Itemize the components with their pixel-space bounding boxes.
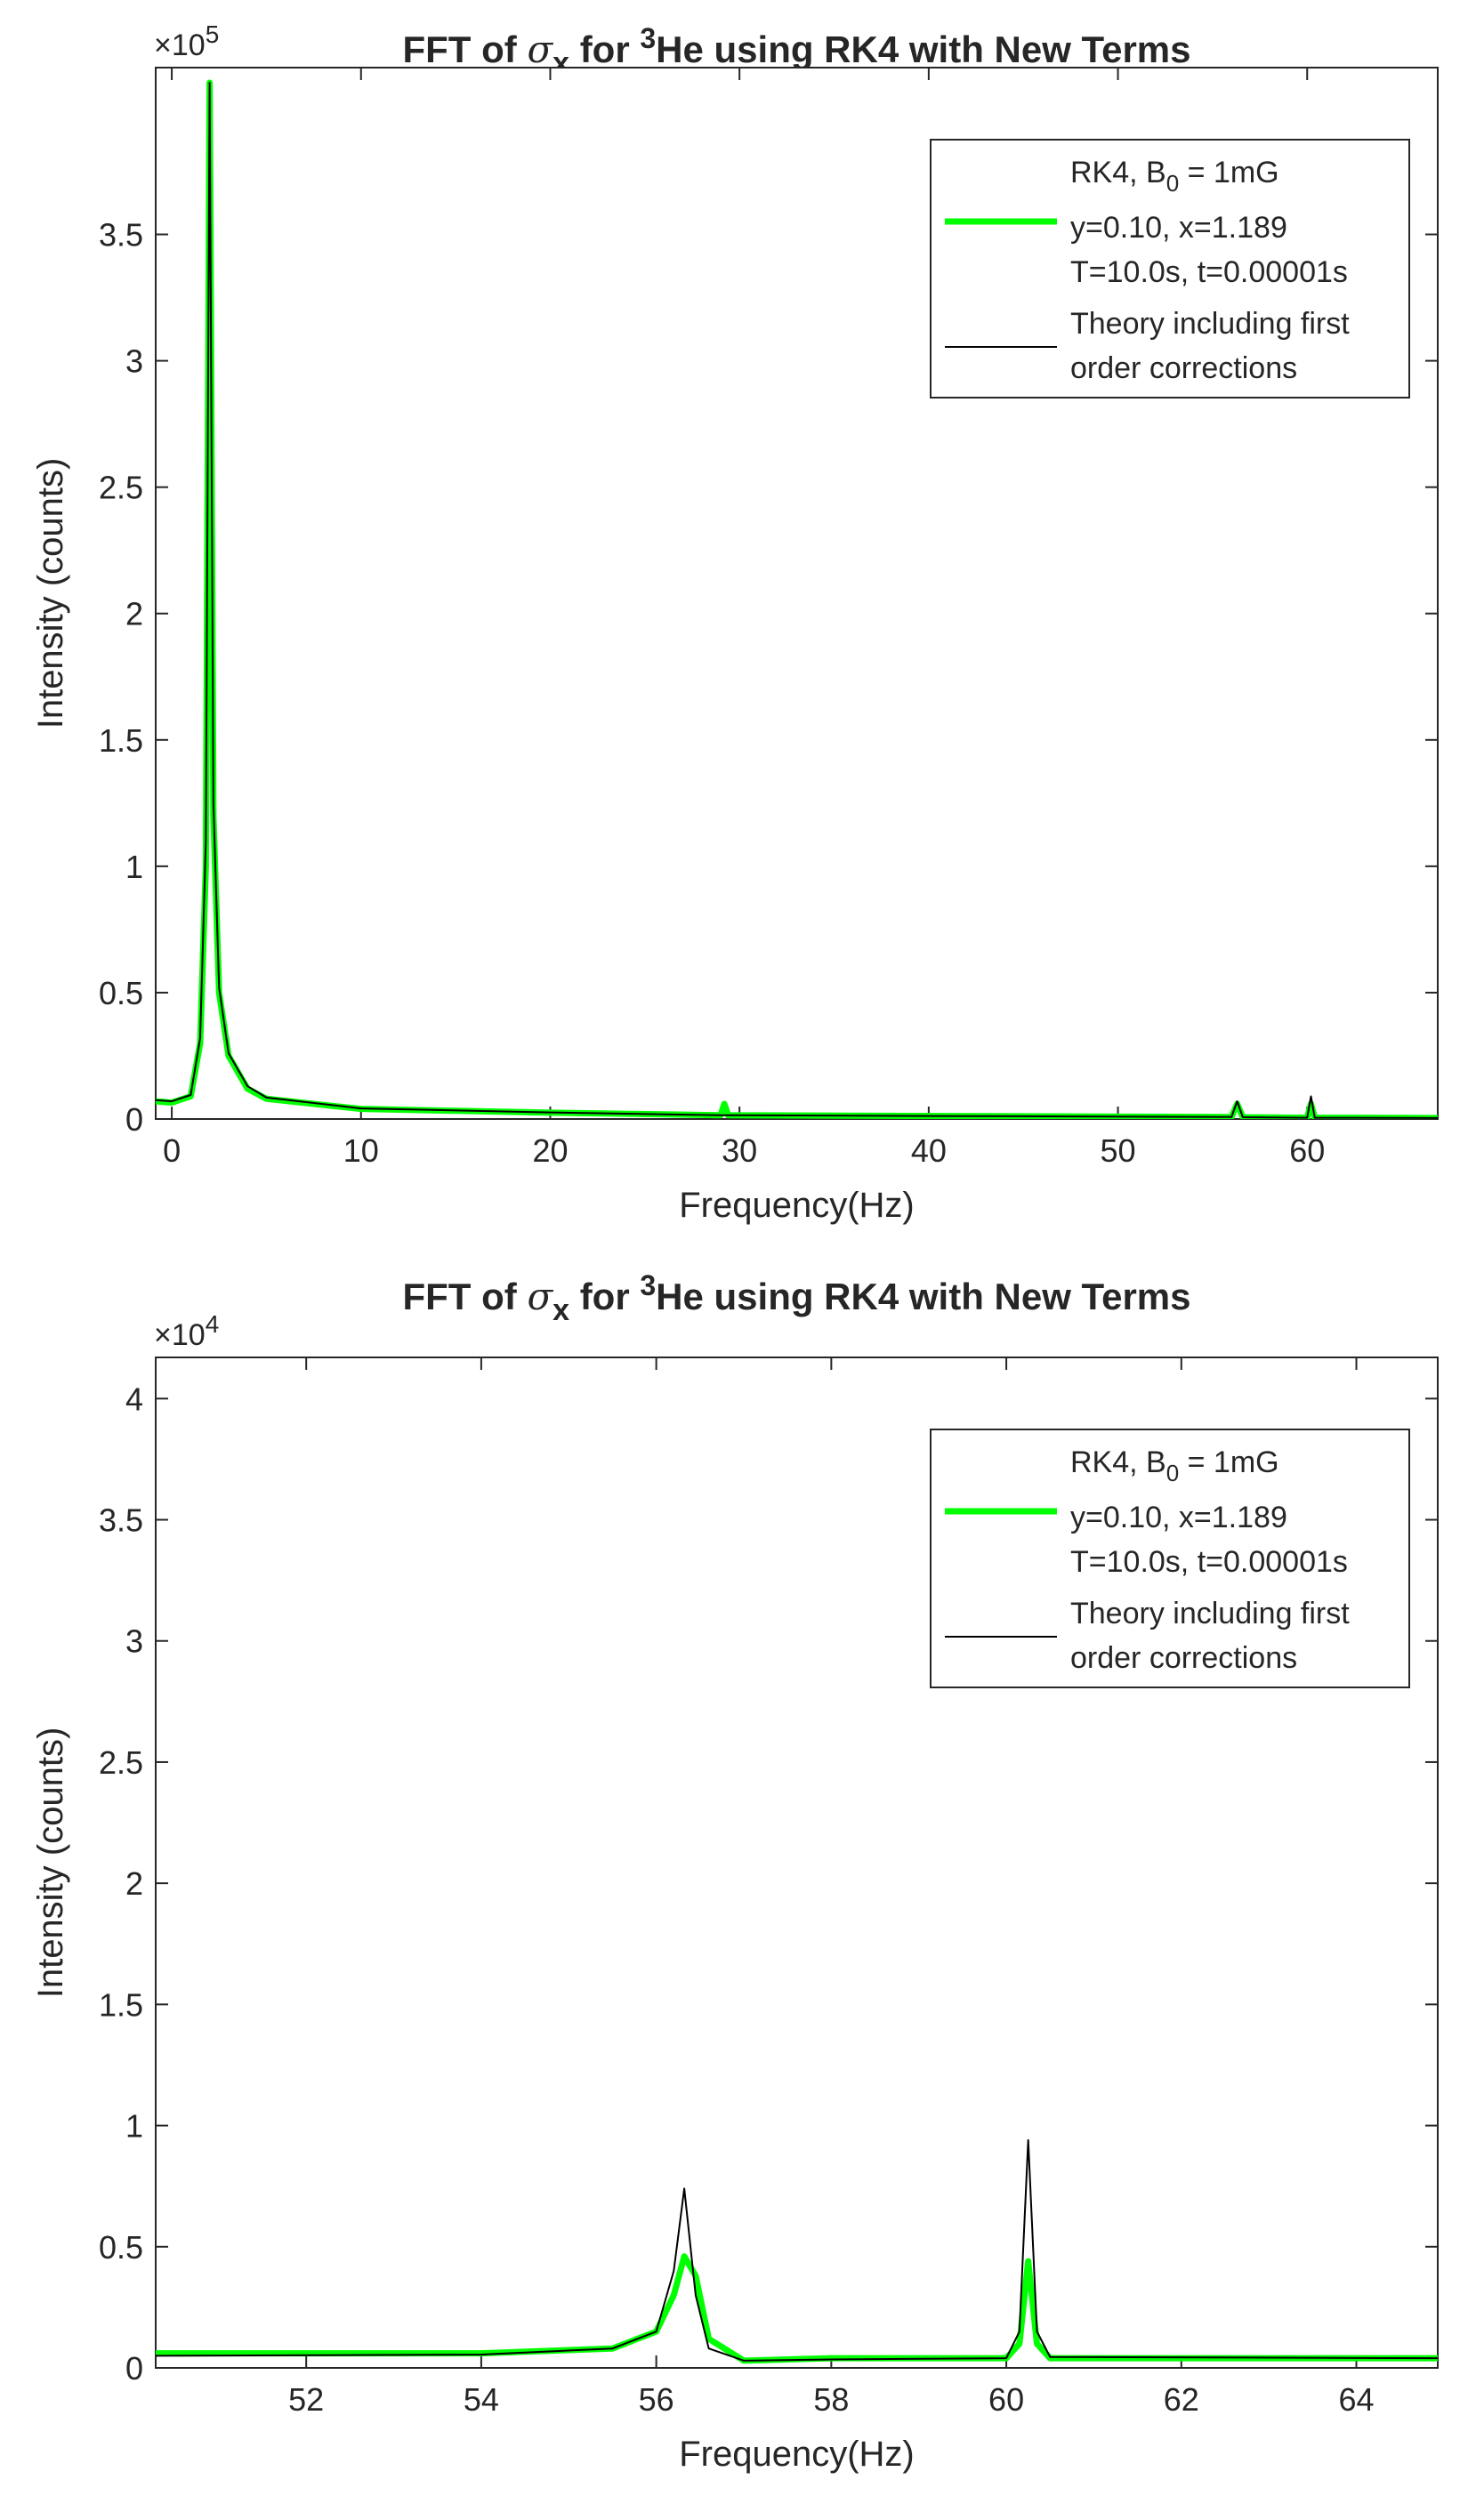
legend-label: y=0.10, x=1.189 <box>1070 1501 1287 1534</box>
y-tick-label: 3.5 <box>99 217 143 254</box>
y-tick-label: 0.5 <box>99 2229 143 2266</box>
chart: FFT of σx for 3He using RK4 with New Ter… <box>31 1269 1439 2474</box>
title-part: for <box>569 28 640 70</box>
legend-text: 0 <box>1166 170 1179 197</box>
y-axis-label: Intensity (counts) <box>31 458 70 729</box>
y-tick-label: 1 <box>125 849 143 885</box>
y-multiplier: ×104 <box>154 1310 219 1352</box>
legend-label: Theory including first <box>1070 1597 1350 1630</box>
x-tick-label: 10 <box>343 1132 379 1169</box>
y-tick-label: 4 <box>125 1381 143 1417</box>
legend-text: 0 <box>1166 1460 1179 1486</box>
y-tick-label: 0 <box>125 1101 143 1138</box>
y-tick-label: 0.5 <box>99 975 143 1011</box>
x-tick-label: 30 <box>722 1132 757 1169</box>
chart-title: FFT of σx for 3He using RK4 with New Ter… <box>402 1269 1190 1327</box>
title-part: x <box>553 1293 569 1327</box>
legend-label: RK4, B0 = 1mG <box>1070 156 1279 197</box>
y-tick-label: 2.5 <box>99 1744 143 1781</box>
x-tick-label: 0 <box>163 1132 181 1169</box>
multiplier-base: ×10 <box>154 1318 206 1352</box>
x-tick-label: 50 <box>1101 1132 1136 1169</box>
legend-text: RK4, B <box>1070 1445 1166 1479</box>
x-tick-label: 62 <box>1164 2381 1199 2418</box>
chart-title: FFT of σx for 3He using RK4 with New Ter… <box>402 22 1190 80</box>
y-multiplier: ×105 <box>154 20 219 62</box>
title-part: He using RK4 with New Terms <box>656 1276 1190 1317</box>
y-tick-label: 1 <box>125 2108 143 2145</box>
title-part: FFT of <box>402 28 527 70</box>
plot-area <box>156 79 1438 1119</box>
legend-label: T=10.0s, t=0.00001s <box>1070 1545 1348 1579</box>
legend-text: T=10.0s, t=0.00001s <box>1070 1545 1348 1579</box>
title-part: σ <box>527 28 553 71</box>
plot-area <box>156 2138 1438 2364</box>
legend-text: = 1mG <box>1179 156 1278 189</box>
y-tick-label: 1.5 <box>99 722 143 759</box>
y-tick-label: 1.5 <box>99 1986 143 2023</box>
y-tick-label: 3 <box>125 1623 143 1660</box>
legend-label: y=0.10, x=1.189 <box>1070 211 1287 245</box>
legend-text: Theory including first <box>1070 1597 1350 1630</box>
legend-text: y=0.10, x=1.189 <box>1070 1501 1287 1534</box>
legend-label: RK4, B0 = 1mG <box>1070 1445 1279 1486</box>
x-tick-label: 54 <box>464 2381 499 2418</box>
title-part: σ <box>527 1275 553 1318</box>
legend-text: order corrections <box>1070 1641 1297 1675</box>
title-part: 3 <box>640 22 656 54</box>
legend-label: order corrections <box>1070 1641 1297 1675</box>
legend-label: Theory including first <box>1070 307 1350 341</box>
legend-text: T=10.0s, t=0.00001s <box>1070 255 1348 289</box>
y-tick-label: 3.5 <box>99 1502 143 1539</box>
legend-text: y=0.10, x=1.189 <box>1070 211 1287 245</box>
title-part: for <box>569 1276 640 1317</box>
multiplier-base: ×10 <box>154 28 206 62</box>
legend-label: T=10.0s, t=0.00001s <box>1070 255 1348 289</box>
y-axis-label: Intensity (counts) <box>31 1727 70 1999</box>
legend: RK4, B0 = 1mG y=0.10, x=1.189 T=10.0s, t=0… <box>930 139 1410 399</box>
legend-text: = 1mG <box>1179 1445 1278 1479</box>
x-axis-label: Frequency(Hz) <box>679 2435 915 2474</box>
multiplier-exponent: 5 <box>206 20 220 48</box>
legend-box <box>930 139 1410 399</box>
legend-label: order corrections <box>1070 351 1297 385</box>
y-tick-label: 2 <box>125 1865 143 1902</box>
legend-text: order corrections <box>1070 351 1297 385</box>
y-tick-label: 3 <box>125 343 143 380</box>
x-tick-label: 60 <box>1289 1132 1325 1169</box>
legend-text: Theory including first <box>1070 307 1350 341</box>
legend: RK4, B0 = 1mG y=0.10, x=1.189 T=10.0s, t=0… <box>930 1429 1410 1688</box>
multiplier-exponent: 4 <box>206 1310 220 1338</box>
x-axis-label: Frequency(Hz) <box>679 1186 915 1225</box>
x-tick-label: 60 <box>988 2381 1024 2418</box>
y-tick-label: 2.5 <box>99 470 143 506</box>
x-tick-label: 20 <box>532 1132 568 1169</box>
title-part: He using RK4 with New Terms <box>656 28 1190 70</box>
x-tick-label: 56 <box>639 2381 674 2418</box>
x-tick-label: 64 <box>1339 2381 1375 2418</box>
title-part: 3 <box>640 1269 656 1301</box>
chart: FFT of σx for 3He using RK4 with New Ter… <box>31 20 1439 1225</box>
y-tick-label: 0 <box>125 2350 143 2387</box>
data-line <box>156 2138 1438 2362</box>
legend-text: RK4, B <box>1070 156 1166 189</box>
x-tick-label: 40 <box>911 1132 947 1169</box>
title-part: FFT of <box>402 1276 527 1317</box>
x-tick-label: 52 <box>288 2381 324 2418</box>
legend-box <box>930 1429 1410 1688</box>
x-tick-label: 58 <box>813 2381 849 2418</box>
data-line <box>156 82 1438 1119</box>
y-tick-label: 2 <box>125 596 143 632</box>
